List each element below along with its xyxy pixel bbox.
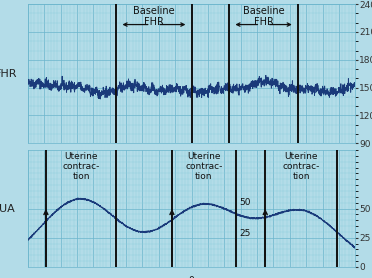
Text: 0: 0 (189, 276, 195, 278)
Text: FHR: FHR (0, 69, 18, 79)
Text: Baseline
FHR: Baseline FHR (243, 6, 285, 27)
Text: Uterine
contrac-
tion: Uterine contrac- tion (283, 152, 320, 181)
Text: UA: UA (0, 203, 15, 214)
Text: Uterine
contrac-
tion: Uterine contrac- tion (185, 152, 222, 181)
Text: 50: 50 (239, 198, 251, 207)
Text: Baseline
FHR: Baseline FHR (133, 6, 175, 27)
Text: Uterine
contrac-
tion: Uterine contrac- tion (62, 152, 100, 181)
Text: 25: 25 (239, 229, 250, 238)
